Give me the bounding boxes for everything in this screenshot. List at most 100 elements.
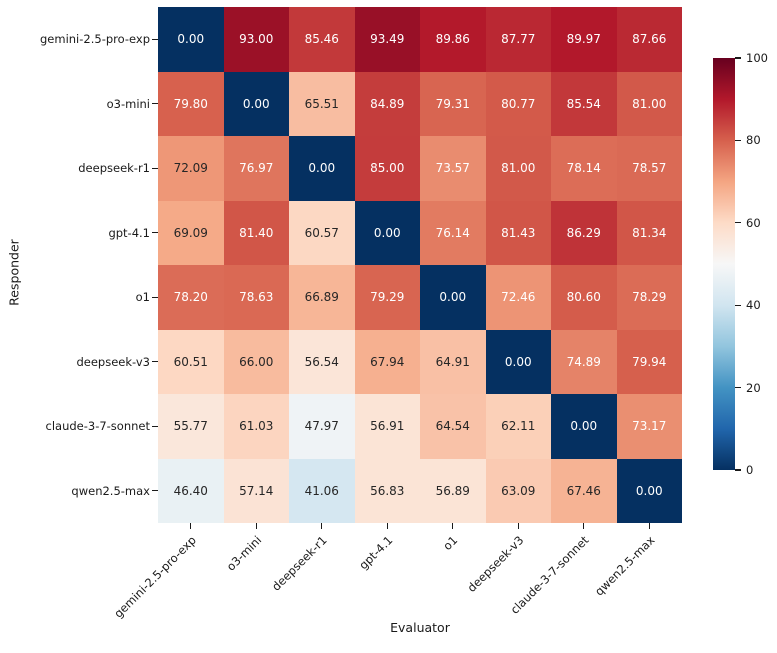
heatmap-cell: 78.14 [551, 136, 617, 201]
cell-value: 78.20 [173, 290, 208, 305]
cell-value: 41.06 [304, 483, 339, 498]
cell-value: 67.94 [370, 354, 405, 369]
x-tick-mark [517, 523, 519, 529]
colorbar [713, 58, 735, 470]
col-tick-label: qwen2.5-max [591, 533, 658, 599]
heatmap-cell: 0.00 [289, 136, 355, 201]
cell-value: 81.00 [501, 161, 536, 176]
y-tick-mark [152, 103, 158, 105]
cell-value: 78.63 [239, 290, 274, 305]
cell-value: 87.77 [501, 32, 536, 47]
heatmap-cell: 79.29 [354, 265, 420, 330]
heatmap-cell: 0.00 [485, 329, 551, 394]
heatmap-cell: 85.54 [551, 71, 617, 136]
heatmap-cell: 87.77 [485, 7, 551, 72]
cell-value: 0.00 [570, 419, 598, 434]
heatmap-cell: 41.06 [289, 458, 355, 523]
heatmap-cell: 80.60 [551, 265, 617, 330]
cell-value: 72.09 [173, 161, 208, 176]
cell-value: 80.60 [566, 290, 601, 305]
heatmap-cell: 57.14 [223, 458, 289, 523]
cell-value: 89.86 [435, 32, 470, 47]
colorbar-tick-mark [735, 386, 741, 389]
cell-value: 93.49 [370, 32, 405, 47]
col-tick-label: o3-mini [223, 533, 265, 574]
cell-value: 60.51 [173, 354, 208, 369]
cell-value: 0.00 [242, 96, 270, 111]
heatmap-cell: 72.46 [485, 265, 551, 330]
cell-value: 47.97 [304, 419, 339, 434]
cell-value: 79.31 [435, 96, 470, 111]
cell-value: 65.51 [304, 96, 339, 111]
colorbar-tick-label: 80 [746, 133, 761, 148]
heatmap-cell: 93.00 [223, 7, 289, 72]
cell-value: 81.34 [632, 225, 667, 240]
heatmap-cell: 47.97 [289, 394, 355, 459]
x-tick-mark [321, 523, 323, 529]
heatmap-cell: 63.09 [485, 458, 551, 523]
heatmap-cell: 55.77 [158, 394, 224, 459]
col-tick-label: deepseek-v3 [464, 533, 527, 595]
cell-value: 0.00 [504, 354, 532, 369]
heatmap-cell: 93.49 [354, 7, 420, 72]
cell-value: 78.14 [566, 161, 601, 176]
row-tick-label: deepseek-r1 [78, 161, 150, 176]
cell-value: 46.40 [173, 483, 208, 498]
x-tick-mark [583, 523, 585, 529]
x-tick-mark [190, 523, 192, 529]
colorbar-tick-label: 60 [746, 215, 761, 230]
cell-value: 66.89 [304, 290, 339, 305]
cell-value: 81.40 [239, 225, 274, 240]
cell-value: 66.00 [239, 354, 274, 369]
heatmap-cell: 60.51 [158, 329, 224, 394]
cell-value: 76.14 [435, 225, 470, 240]
colorbar-tick-label: 0 [746, 463, 754, 477]
heatmap-cell: 66.89 [289, 265, 355, 330]
cell-value: 89.97 [566, 32, 601, 47]
cell-value: 0.00 [177, 32, 205, 47]
x-axis-title: Evaluator [390, 620, 450, 635]
cell-value: 56.89 [435, 483, 470, 498]
cell-value: 81.00 [632, 96, 667, 111]
x-tick-mark [452, 523, 454, 529]
cell-value: 64.91 [435, 354, 470, 369]
heatmap-cell: 73.17 [616, 394, 682, 459]
col-tick-label: gemini-2.5-pro-exp [110, 533, 199, 621]
x-tick-mark [255, 523, 257, 529]
heatmap-cell: 0.00 [616, 458, 682, 523]
heatmap-cell: 60.57 [289, 200, 355, 265]
cell-value: 64.54 [435, 419, 470, 434]
colorbar-tick-label: 20 [746, 380, 761, 395]
cell-value: 57.14 [239, 483, 274, 498]
heatmap-cell: 0.00 [551, 394, 617, 459]
cell-value: 79.29 [370, 290, 405, 305]
colorbar-tick-mark [735, 222, 741, 224]
cell-value: 67.46 [566, 483, 601, 498]
cell-value: 60.57 [304, 225, 339, 240]
heatmap-cell: 80.77 [485, 71, 551, 136]
heatmap-cell: 81.40 [223, 200, 289, 265]
heatmap-cell: 85.46 [289, 7, 355, 72]
cell-value: 73.57 [435, 161, 470, 176]
heatmap-cell: 79.80 [158, 71, 224, 136]
col-tick-label: o1 [440, 533, 461, 554]
heatmap-cell: 86.29 [551, 200, 617, 265]
heatmap-cell: 74.89 [551, 329, 617, 394]
colorbar-tick-mark [735, 57, 741, 59]
row-tick-label: claude-3-7-sonnet [45, 419, 151, 434]
x-tick-mark [648, 523, 650, 529]
cell-value: 56.91 [370, 419, 405, 434]
y-tick-mark [152, 361, 158, 363]
heatmap-cell: 62.11 [485, 394, 551, 459]
row-tick-label: gpt-4.1 [108, 225, 150, 240]
heatmap-cell: 76.97 [223, 136, 289, 201]
cell-value: 0.00 [373, 225, 401, 240]
heatmap-cell: 66.00 [223, 329, 289, 394]
cell-value: 76.97 [239, 161, 274, 176]
row-tick-label: qwen2.5-max [71, 483, 150, 498]
heatmap-cell: 85.00 [354, 136, 420, 201]
colorbar-tick-mark [735, 469, 741, 471]
heatmap-cell: 56.54 [289, 329, 355, 394]
heatmap-cell: 0.00 [420, 265, 486, 330]
